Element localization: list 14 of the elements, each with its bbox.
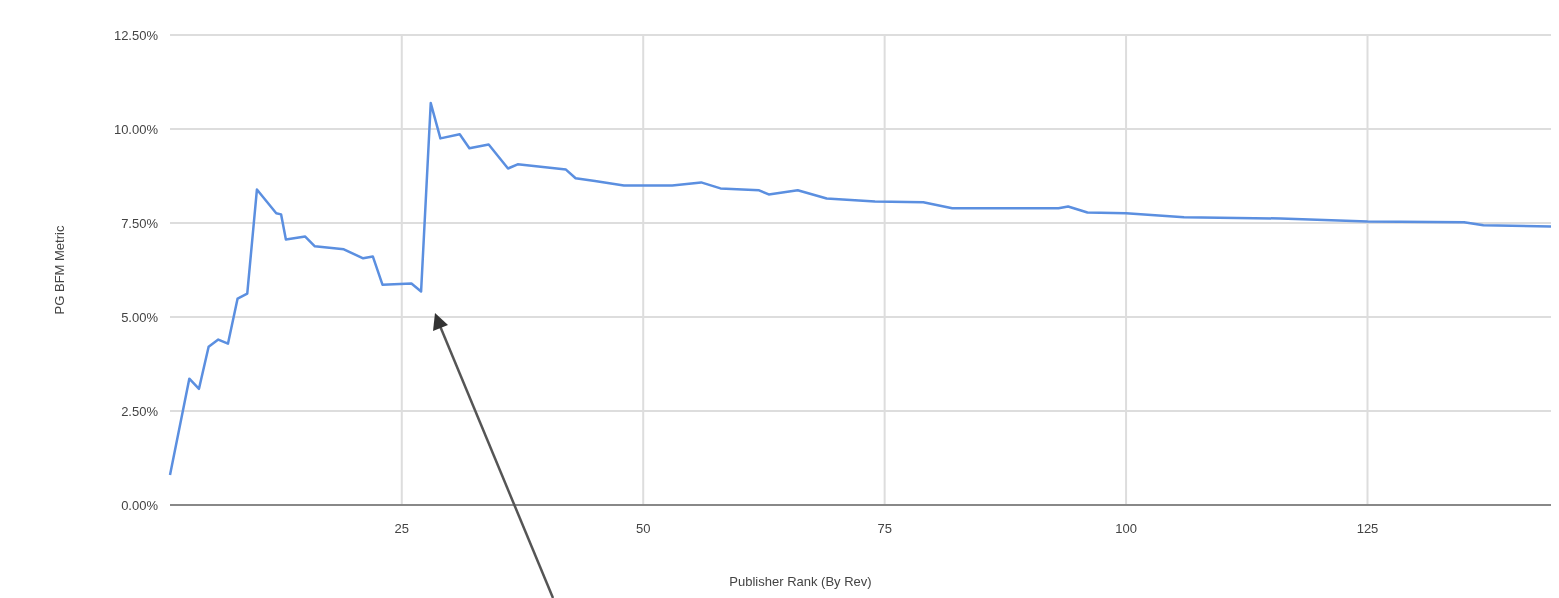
y-tick-label: 7.50% (121, 215, 159, 231)
y-tick-label: 12.50% (113, 27, 159, 43)
x-axis-title: Publisher Rank (By Rev) (729, 574, 872, 589)
x-tick-label: 75 (877, 521, 892, 536)
y-tick-label: 10.00% (113, 121, 159, 137)
x-tick-label: 25 (394, 521, 410, 536)
y-tick-label: 2.50% (121, 403, 159, 419)
x-tick-label: 100 (1115, 521, 1137, 536)
y-tick-label: 5.00% (121, 309, 159, 325)
y-axis-title: PG BFM Metric (52, 225, 67, 315)
x-tick-label: 50 (635, 521, 651, 536)
y-tick-label: 0.00% (121, 497, 159, 513)
line-series (168, 101, 1551, 477)
x-tick-label: 125 (1356, 521, 1379, 536)
